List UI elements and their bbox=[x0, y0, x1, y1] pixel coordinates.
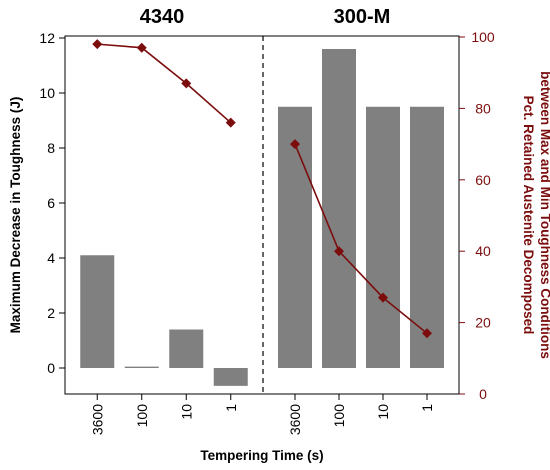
bar bbox=[124, 366, 159, 368]
x-tick-label: 3600 bbox=[287, 404, 303, 435]
data-point bbox=[181, 78, 192, 89]
series-line bbox=[294, 143, 428, 334]
y2-tick-label: 0 bbox=[479, 386, 487, 402]
y2-tick-label: 60 bbox=[475, 172, 491, 188]
y-tick-label: 4 bbox=[47, 250, 55, 266]
series-line bbox=[97, 43, 232, 124]
y-axis-title: Maximum Decrease in Toughness (J) bbox=[8, 97, 23, 334]
x-tick-label: 1 bbox=[223, 404, 239, 412]
y2-tick-label: 100 bbox=[471, 29, 495, 45]
plot-frame bbox=[64, 35, 460, 395]
x-tick-label: 3600 bbox=[89, 404, 105, 435]
bar bbox=[80, 255, 115, 368]
x-axis-title: Tempering Time (s) bbox=[200, 448, 323, 463]
y2-axis-title-line2: between Max and Min Toughness Conditions bbox=[538, 71, 550, 359]
y2-tick-label: 40 bbox=[475, 243, 491, 259]
x-tick-label: 10 bbox=[178, 404, 194, 420]
y-tick-label: 12 bbox=[39, 30, 55, 46]
x-tick-label: 1 bbox=[419, 404, 435, 412]
bar bbox=[322, 49, 356, 368]
bar bbox=[169, 329, 204, 368]
y-tick-label: 2 bbox=[47, 305, 55, 321]
x-tick-label: 100 bbox=[134, 404, 150, 428]
panel-title-left: 4340 bbox=[140, 6, 185, 28]
data-point bbox=[334, 246, 344, 257]
left-axis: 0 2 4 6 8 10 12 bbox=[39, 30, 65, 376]
right-axis: 0 20 40 60 80 100 bbox=[459, 29, 495, 402]
y2-tick-label: 20 bbox=[475, 315, 491, 331]
bar bbox=[366, 106, 400, 368]
y2-tick-label: 80 bbox=[475, 100, 491, 116]
y-tick-label: 0 bbox=[47, 360, 55, 376]
data-point bbox=[290, 139, 300, 150]
data-point bbox=[378, 292, 388, 303]
y-tick-label: 6 bbox=[47, 195, 55, 211]
x-tick-label: 100 bbox=[331, 404, 347, 428]
y-tick-label: 10 bbox=[39, 85, 55, 101]
data-point bbox=[422, 328, 432, 339]
y-tick-label: 8 bbox=[47, 140, 55, 156]
panel-title-right: 300-M bbox=[334, 6, 391, 28]
x-axis: 3600 100 10 1 3600 100 10 1 bbox=[89, 394, 435, 435]
data-point bbox=[92, 39, 103, 50]
x-tick-label: 10 bbox=[375, 404, 391, 420]
bar bbox=[278, 106, 312, 368]
data-point bbox=[136, 42, 147, 53]
lines-layer bbox=[92, 39, 432, 339]
bar bbox=[213, 368, 248, 386]
y2-axis-title-line1: Pct. Retained Austenite Decomposed bbox=[521, 96, 536, 335]
data-point bbox=[225, 117, 236, 128]
bars-layer bbox=[80, 49, 444, 386]
